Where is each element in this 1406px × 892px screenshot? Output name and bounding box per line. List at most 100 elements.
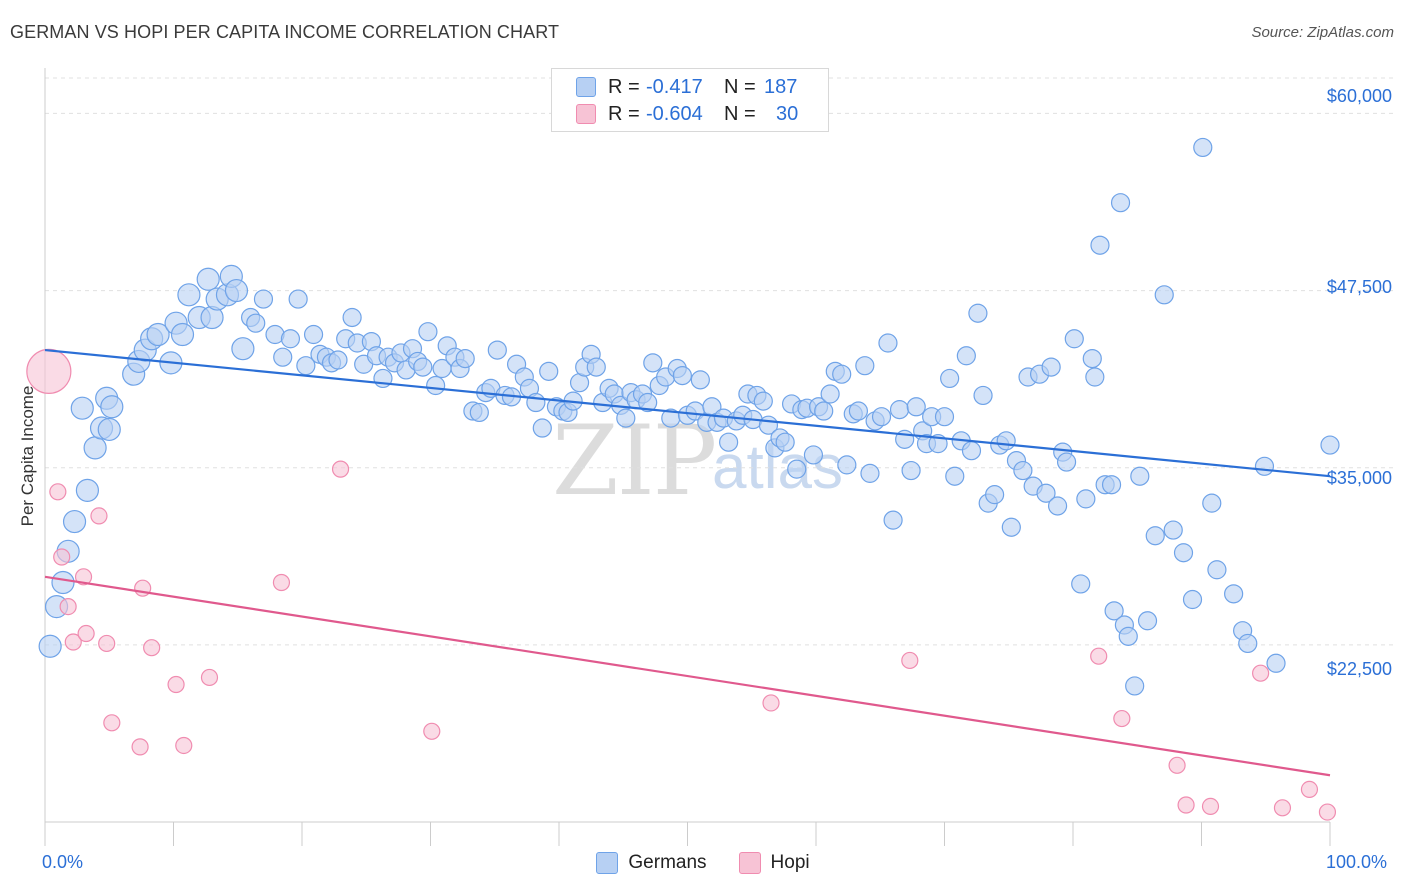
- germans-point: [413, 357, 433, 377]
- germans-point: [426, 375, 446, 396]
- x-axis-max-label: 100.0%: [1326, 852, 1388, 872]
- hopi-point: [53, 548, 71, 566]
- germans-point: [1182, 589, 1203, 610]
- germans-point: [418, 322, 438, 342]
- germans-point: [1163, 520, 1183, 540]
- r-value: -0.604: [646, 102, 703, 125]
- hopi-point: [1177, 796, 1195, 814]
- hopi-point: [1300, 780, 1319, 799]
- germans-point: [672, 366, 692, 386]
- germans-swatch: [576, 77, 596, 97]
- germans-point: [97, 417, 121, 442]
- stats-legend: R = -0.417 N = 187 R = -0.604 N = 30: [551, 68, 829, 132]
- hopi-point: [1168, 756, 1186, 774]
- r-label: R =: [608, 75, 640, 98]
- germans-point: [1130, 466, 1150, 486]
- germans-point: [51, 570, 75, 595]
- germans-point: [820, 384, 840, 404]
- germans-point: [775, 432, 795, 452]
- germans-point: [1036, 483, 1056, 503]
- y-tick-label-60000: $60,000: [1326, 86, 1392, 106]
- germans-point: [62, 509, 87, 534]
- hopi-point: [64, 633, 82, 651]
- germans-point: [146, 322, 170, 347]
- germans-point: [878, 333, 898, 353]
- hopi-point: [49, 483, 67, 501]
- hopi-point: [272, 573, 291, 592]
- germans-point: [871, 407, 892, 427]
- germans-point: [753, 391, 773, 411]
- germans-point: [616, 408, 636, 428]
- germans-point: [342, 307, 362, 328]
- hopi-point: [77, 624, 95, 643]
- germans-point: [1254, 456, 1275, 476]
- hopi-point: [175, 736, 193, 755]
- hopi-point: [200, 668, 219, 687]
- source-label: Source: ZipAtlas.com: [1251, 24, 1394, 41]
- y-tick-label-22500: $22,500: [1326, 659, 1392, 679]
- germans-point: [906, 397, 926, 417]
- hopi-legend-swatch: [738, 852, 761, 874]
- hopi-point: [1318, 803, 1337, 821]
- germans-point: [1173, 543, 1194, 563]
- chart-title: GERMAN VS HOPI PER CAPITA INCOME CORRELA…: [10, 22, 560, 42]
- germans-point: [1145, 526, 1165, 546]
- hopi-point: [167, 675, 185, 694]
- germans-point: [70, 396, 94, 420]
- germans-point: [1238, 633, 1258, 654]
- x-axis-min-label: 0.0%: [42, 852, 84, 872]
- n-label: N =: [724, 102, 756, 125]
- germans-point: [1110, 193, 1131, 213]
- germans-point: [83, 436, 107, 460]
- r-label: R =: [608, 102, 640, 125]
- germans-point: [246, 313, 266, 333]
- germans-point: [170, 322, 195, 347]
- germans-point: [940, 368, 960, 389]
- germans-point: [961, 441, 982, 461]
- germans-point: [196, 267, 220, 291]
- hopi-point: [90, 507, 108, 525]
- y-tick-label-47500: $47,500: [1326, 277, 1392, 297]
- germans-point: [934, 407, 955, 427]
- hopi-point: [423, 722, 441, 740]
- germans-point: [532, 418, 552, 438]
- germans-point: [956, 346, 976, 366]
- hopi-point: [1273, 799, 1292, 817]
- germans-point: [855, 356, 875, 376]
- germans-point: [832, 364, 852, 384]
- germans-point: [1064, 329, 1084, 349]
- germans-legend-swatch: [596, 852, 619, 874]
- legend-item-hopi[interactable]: Hopi: [738, 852, 810, 874]
- germans-point: [1013, 460, 1033, 481]
- germans-point: [1125, 676, 1145, 696]
- n-value: 30: [776, 102, 799, 125]
- germans-trend-line: [44, 348, 1331, 478]
- germans-point: [288, 289, 308, 309]
- germans-point: [526, 392, 546, 413]
- germans-point: [1001, 517, 1021, 537]
- hopi-point: [98, 634, 116, 653]
- germans-point: [1154, 285, 1174, 305]
- germans-point: [1101, 475, 1122, 495]
- germans-point: [1207, 560, 1227, 580]
- germans-point: [280, 329, 301, 349]
- germans-point: [1090, 235, 1110, 255]
- hopi-point: [26, 348, 72, 394]
- legend-row-germans: R = -0.417 N = 187: [576, 75, 797, 99]
- germans-point: [1193, 137, 1213, 158]
- germans-point: [690, 370, 710, 390]
- germans-legend-label: Germans: [628, 852, 707, 873]
- germans-point: [1071, 574, 1091, 594]
- legend-item-germans[interactable]: Germans: [596, 852, 707, 874]
- hopi-point: [1113, 709, 1131, 728]
- germans-point: [968, 303, 988, 323]
- germans-point: [1047, 496, 1068, 516]
- germans-point: [945, 466, 965, 486]
- germans-point: [177, 283, 201, 307]
- germans-point: [1082, 348, 1102, 369]
- hopi-point: [762, 694, 780, 712]
- germans-point: [1202, 493, 1222, 513]
- germans-point: [901, 460, 921, 481]
- germans-point: [803, 445, 824, 465]
- germans-point: [860, 463, 880, 483]
